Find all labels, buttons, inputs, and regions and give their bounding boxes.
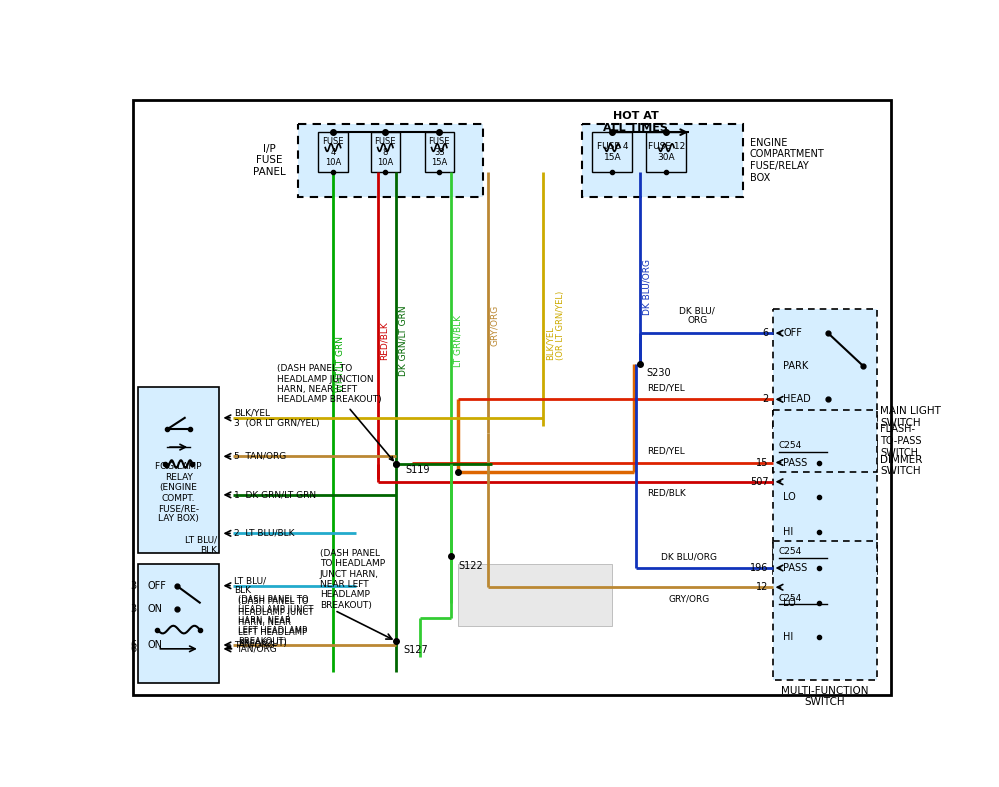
Text: C254: C254 [779,441,802,450]
Bar [646,132,686,172]
Text: 6: 6 [131,644,137,654]
Text: RED/YEL: RED/YEL [647,446,685,456]
Text: DK GRN/LT GRN: DK GRN/LT GRN [399,305,408,376]
Text: PASS: PASS [783,457,807,467]
Text: BLK/YEL
3  (OR LT GRN/YEL): BLK/YEL 3 (OR LT GRN/YEL) [235,408,320,427]
Bar [319,132,348,172]
Text: LO: LO [783,597,796,608]
Bar [371,132,400,172]
Bar [299,124,484,197]
Text: DK BLU/
ORG: DK BLU/ ORG [679,306,715,326]
Bar [772,410,876,471]
Text: ENGINE
COMPARTMENT
FUSE/RELAY
BOX: ENGINE COMPARTMENT FUSE/RELAY BOX [749,138,824,183]
Bar [459,564,612,626]
Text: OFF: OFF [148,581,166,591]
Bar [772,541,876,680]
Text: ON: ON [148,640,163,650]
Text: GRY/ORG: GRY/ORG [669,594,710,603]
Text: GRY/ORG: GRY/ORG [491,305,500,346]
Text: RED/BLK: RED/BLK [647,489,685,497]
Bar [592,132,632,172]
Text: HOT AT
ALL TIMES: HOT AT ALL TIMES [603,112,668,133]
Text: C254: C254 [779,547,802,556]
Text: (DASH PANEL TO
HEADLAMP JUNCT
HARN, NEAR
LEFT HEADLAMP
BREAKOUT): (DASH PANEL TO HEADLAMP JUNCT HARN, NEAR… [238,597,314,648]
Text: LT BLU/
BLK: LT BLU/ BLK [186,535,218,555]
Text: FUSE 12
30A: FUSE 12 30A [647,142,685,162]
Text: 196: 196 [750,563,769,573]
Text: BLK/YEL
(OR LT GRN/YEL): BLK/YEL (OR LT GRN/YEL) [545,291,564,360]
Text: S122: S122 [459,560,484,571]
Text: 5  TAN/ORG: 5 TAN/ORG [235,452,287,461]
Bar [425,132,454,172]
Text: 12: 12 [756,582,769,593]
Text: FUSE
8
10A: FUSE 8 10A [375,137,396,167]
Text: MULTI-FUNCTION
SWITCH: MULTI-FUNCTION SWITCH [781,685,868,708]
Bar [772,439,876,575]
Text: PASS: PASS [783,563,807,573]
Text: FLASH-
TO-PASS
SWITCH: FLASH- TO-PASS SWITCH [880,424,922,457]
Bar [581,124,743,197]
Bar [772,309,876,428]
Text: DIMMER
SWITCH: DIMMER SWITCH [880,455,923,476]
Text: RED/YEL: RED/YEL [647,383,685,393]
Text: 507: 507 [750,477,769,486]
Text: 1  DK GRN/LT GRN: 1 DK GRN/LT GRN [235,490,317,499]
Bar [138,564,219,683]
Text: 2: 2 [762,394,769,405]
Text: RED/BLK: RED/BLK [380,321,389,360]
Text: HI: HI [783,632,793,642]
Text: S230: S230 [646,368,671,379]
Text: LO: LO [783,492,796,502]
Text: 2  LT BLU/BLK: 2 LT BLU/BLK [235,529,295,538]
Text: 15: 15 [756,457,769,467]
Text: 6: 6 [762,328,769,338]
Text: WHT/LT GRN: WHT/LT GRN [336,336,345,392]
Text: I/P
FUSE
PANEL: I/P FUSE PANEL [253,144,286,177]
Text: OFF: OFF [783,328,802,338]
Text: S127: S127 [404,645,429,656]
Text: 3: 3 [131,581,137,591]
Text: (DASH PANEL TO
HEADLAMP JUNCT
HARN, NEAR
LEFT HEADLAMP
BREAKOUT): (DASH PANEL TO HEADLAMP JUNCT HARN, NEAR… [238,595,314,645]
Text: TAN/ORG: TAN/ORG [236,645,277,653]
Text: FUSE
33
15A: FUSE 33 15A [429,137,450,167]
Text: LT GRN/BLK: LT GRN/BLK [454,315,463,367]
Text: DK BLU/ORG: DK BLU/ORG [642,259,651,315]
Text: DK BLU/ORG: DK BLU/ORG [661,552,717,561]
Text: (DASH PANEL
TO HEADLAMP
JUNCT HARN,
NEAR LEFT
HEADLAMP
BREAKOUT): (DASH PANEL TO HEADLAMP JUNCT HARN, NEAR… [320,549,385,610]
Text: ON: ON [148,604,163,614]
Text: (DASH PANEL TO
HEADLAMP JUNCTION
HARN, NEAR LEFT
HEADLAMP BREAKOUT): (DASH PANEL TO HEADLAMP JUNCTION HARN, N… [277,364,394,460]
Text: S119: S119 [406,465,430,475]
Text: MAIN LIGHT
SWITCH: MAIN LIGHT SWITCH [880,406,941,428]
Text: PARK: PARK [783,361,808,371]
Text: C254: C254 [779,593,802,603]
Text: LT BLU/
BLK: LT BLU/ BLK [235,576,267,596]
Text: HI: HI [783,527,793,537]
Text: FUSE
4
10A: FUSE 4 10A [323,137,344,167]
Bar [138,387,219,552]
Text: FOG LAMP
RELAY
(ENGINE
COMPT.
FUSE/RE-
LAY BOX): FOG LAMP RELAY (ENGINE COMPT. FUSE/RE- L… [155,463,202,523]
Text: FUSE 4
15A: FUSE 4 15A [596,142,628,162]
Text: 6: 6 [131,640,137,650]
Text: TAN/ORG: TAN/ORG [235,641,275,649]
Text: 3: 3 [131,604,137,614]
Text: HEAD: HEAD [783,394,811,405]
